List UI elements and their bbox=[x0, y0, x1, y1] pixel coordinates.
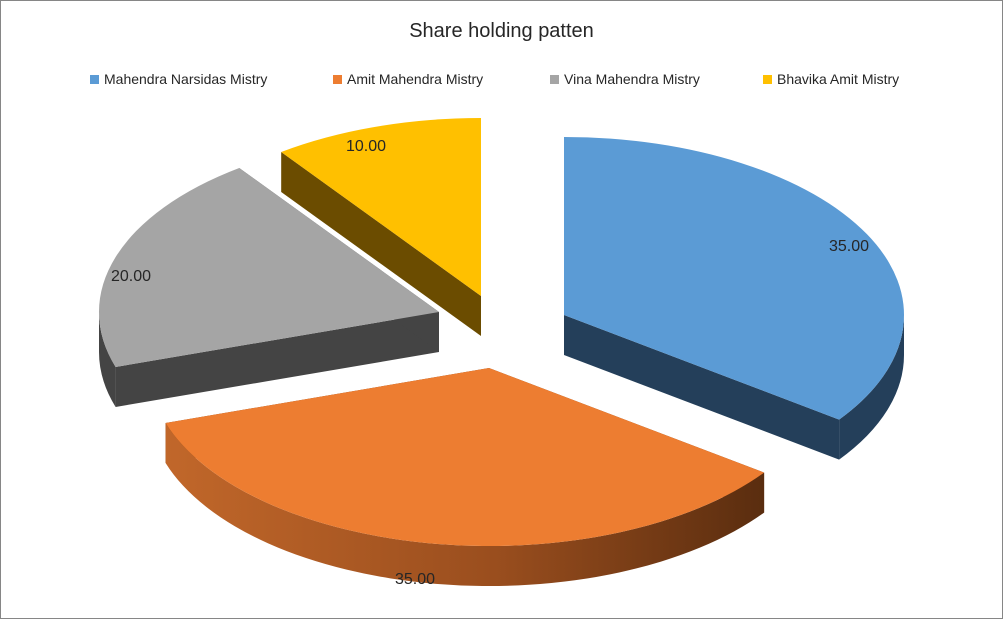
data-labels: 35.00 35.00 20.00 10.00 bbox=[111, 138, 869, 588]
slice-rim bbox=[165, 423, 765, 587]
slice-wall bbox=[115, 312, 439, 407]
legend-label: Amit Mahendra Mistry bbox=[347, 71, 484, 87]
legend-label: Mahendra Narsidas Mistry bbox=[104, 71, 268, 87]
data-label-amit-mahendra-mistry: 35.00 bbox=[395, 571, 435, 588]
pie-slice-vina-mahendra-mistry bbox=[98, 168, 439, 407]
legend-swatch bbox=[333, 75, 342, 84]
data-label-bhavika-amit-mistry: 10.00 bbox=[346, 138, 386, 155]
chart-legend: Mahendra Narsidas Mistry Amit Mahendra M… bbox=[1, 69, 1002, 89]
slice-rim bbox=[839, 315, 904, 460]
slice-wall bbox=[564, 315, 840, 460]
slice-wall bbox=[281, 152, 481, 336]
legend-label: Vina Mahendra Mistry bbox=[564, 71, 700, 87]
legend-swatch bbox=[763, 75, 772, 84]
chart-title: Share holding patten bbox=[409, 20, 594, 42]
slice-top bbox=[98, 168, 439, 367]
legend-swatch bbox=[90, 75, 99, 84]
pie-slice-amit-mahendra-mistry bbox=[165, 368, 765, 587]
legend-label: Bhavika Amit Mistry bbox=[777, 71, 900, 87]
slice-top bbox=[165, 368, 765, 547]
data-label-vina-mahendra-mistry: 20.00 bbox=[111, 268, 151, 285]
slice-rim bbox=[98, 312, 116, 407]
slice-top bbox=[281, 118, 481, 296]
data-label-mahendra-narsidas-mistry: 35.00 bbox=[829, 238, 869, 255]
pie-slice-bhavika-amit-mistry bbox=[281, 118, 481, 336]
legend-swatch bbox=[550, 75, 559, 84]
slice-top bbox=[564, 137, 904, 420]
pie-slices bbox=[98, 118, 904, 587]
pie-slice-mahendra-narsidas-mistry bbox=[564, 137, 904, 460]
